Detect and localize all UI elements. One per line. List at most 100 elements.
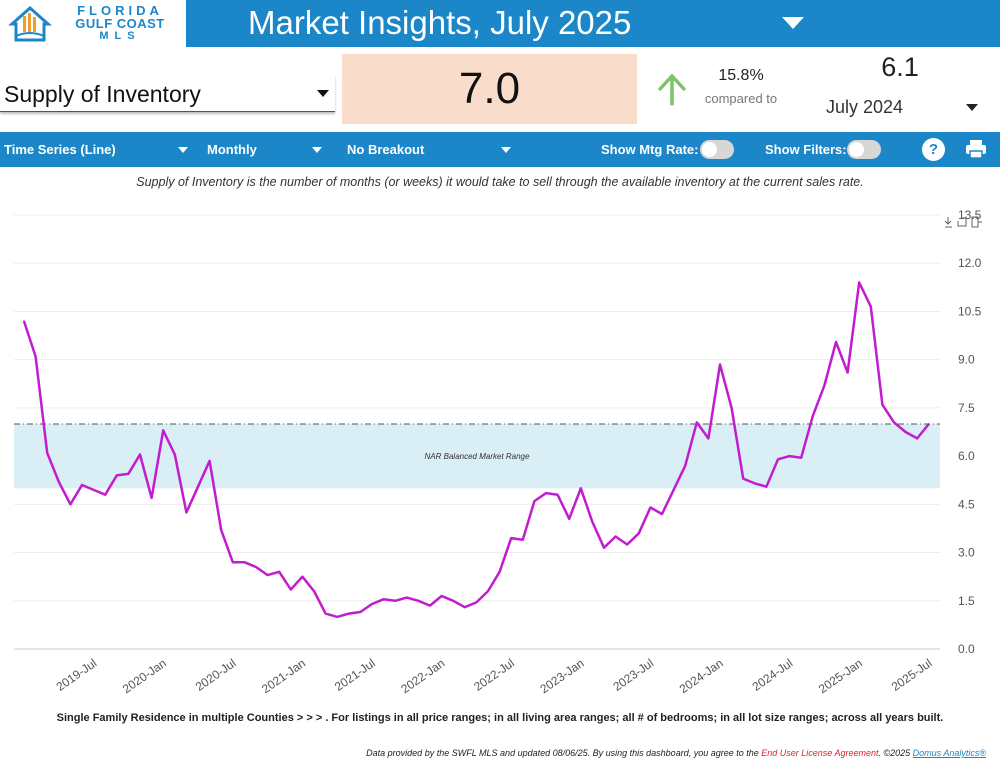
data-point (707, 437, 710, 440)
data-point (243, 561, 246, 563)
y-tick-label: 12.0 (958, 256, 982, 270)
frequency-caret-icon[interactable] (312, 147, 322, 153)
toggle-knob (702, 142, 717, 157)
page-title: Market Insights, July 2025 (248, 4, 632, 41)
data-point (533, 500, 536, 502)
data-point (730, 407, 733, 409)
metric-description: Supply of Inventory is the number of mon… (136, 175, 864, 189)
period-dropdown-caret-icon[interactable] (966, 104, 978, 111)
logo-line-3: MLS (99, 30, 141, 42)
data-point (174, 453, 176, 456)
x-axis: 2019-Jul 2020-Jan 2020-Jul 2021-Jan 2021-Jul… (54, 656, 935, 696)
data-point (777, 458, 779, 461)
metric-select[interactable]: Supply of Inventory (0, 75, 335, 112)
logo-text: FLORIDA GULF COAST MLS (60, 4, 180, 43)
logo: FLORIDA GULF COAST MLS (0, 0, 186, 47)
export-icon[interactable] (971, 216, 982, 228)
data-point (498, 571, 501, 573)
x-tick-label: 2025-Jan (816, 656, 865, 696)
data-point (765, 485, 768, 488)
data-point (464, 606, 466, 609)
data-point (58, 481, 60, 483)
y-tick-label: 7.5 (958, 401, 975, 415)
data-point (278, 571, 281, 573)
show-mtg-rate-toggle[interactable] (700, 140, 734, 159)
show-filters-label: Show Filters: (765, 142, 847, 157)
x-tick-label: 2023-Jul (610, 656, 656, 694)
y-tick-label: 6.0 (958, 449, 975, 463)
data-point (185, 511, 188, 514)
data-point (92, 489, 95, 491)
logo-line-1: FLORIDA (77, 3, 163, 18)
data-point (81, 484, 83, 486)
chart-toolbar: Time Series (Line) Monthly No Breakout S… (0, 132, 1000, 167)
data-point (661, 513, 663, 515)
data-point (336, 616, 339, 618)
y-tick-label: 3.0 (958, 546, 975, 560)
data-point (394, 599, 397, 602)
data-point (46, 452, 48, 454)
data-point (440, 595, 443, 597)
data-point (197, 485, 199, 488)
breakout-select[interactable]: No Breakout (347, 142, 425, 157)
data-point (870, 305, 872, 308)
chevron-down-icon[interactable] (782, 17, 804, 29)
toggle-knob (849, 142, 864, 157)
x-tick-label: 2022-Jul (471, 656, 517, 694)
show-filters-toggle[interactable] (847, 140, 881, 159)
download-icon[interactable] (944, 217, 952, 228)
x-tick-label: 2025-Jul (889, 656, 935, 694)
data-point (916, 437, 918, 440)
chart-type-caret-icon[interactable] (178, 147, 188, 153)
x-tick-label: 2021-Jul (332, 656, 378, 694)
breakout-caret-icon[interactable] (501, 147, 511, 153)
data-point (301, 575, 304, 578)
domus-link[interactable]: Domus Analytics® (912, 748, 986, 758)
data-point (812, 415, 814, 417)
x-tick-label: 2020-Jul (193, 656, 239, 694)
data-point (34, 355, 37, 358)
zoom-reset-icon[interactable] (957, 217, 967, 227)
y-tick-label: 13.5 (958, 208, 982, 222)
data-point (127, 472, 130, 475)
print-icon[interactable] (965, 139, 987, 159)
eula-link[interactable]: End User License Agreement (761, 748, 879, 758)
data-point (487, 590, 489, 592)
data-point (104, 493, 106, 496)
data-point (139, 453, 141, 456)
data-point (23, 320, 25, 322)
frequency-select[interactable]: Monthly (207, 142, 257, 157)
data-point (510, 537, 512, 539)
current-value: 7.0 (342, 54, 637, 124)
footer-text: Data provided by the SWFL MLS and update… (366, 748, 759, 758)
x-tick-label: 2023-Jan (537, 656, 586, 696)
data-point (417, 599, 420, 602)
data-point (359, 611, 362, 613)
chart-tools (944, 216, 982, 228)
data-point (881, 403, 884, 406)
x-tick-label: 2022-Jan (398, 656, 447, 696)
help-icon[interactable]: ? (922, 138, 945, 161)
previous-period-select[interactable]: July 2024 (826, 97, 904, 117)
data-point (556, 493, 559, 496)
data-point (649, 506, 652, 509)
y-tick-label: 9.0 (958, 353, 975, 367)
band-label: NAR Balanced Market Range (425, 452, 530, 461)
data-point (788, 455, 791, 457)
data-point (324, 612, 327, 615)
metric-dropdown-caret-icon[interactable] (317, 90, 329, 97)
data-point (255, 566, 257, 568)
x-tick-label: 2024-Jul (750, 656, 796, 694)
up-arrow-icon (658, 74, 686, 106)
data-point (545, 492, 547, 494)
data-point (568, 518, 570, 520)
data-point (823, 384, 826, 387)
line-chart: NAR Balanced Market Range 0.0 1.5 3.0 4.5 6.… (14, 208, 982, 696)
data-point (928, 423, 930, 425)
data-point (522, 538, 524, 541)
chart-type-select[interactable]: Time Series (Line) (4, 142, 116, 157)
data-point (452, 599, 455, 602)
y-tick-label: 0.0 (958, 642, 975, 656)
data-point (846, 371, 849, 374)
data-point (893, 421, 895, 424)
